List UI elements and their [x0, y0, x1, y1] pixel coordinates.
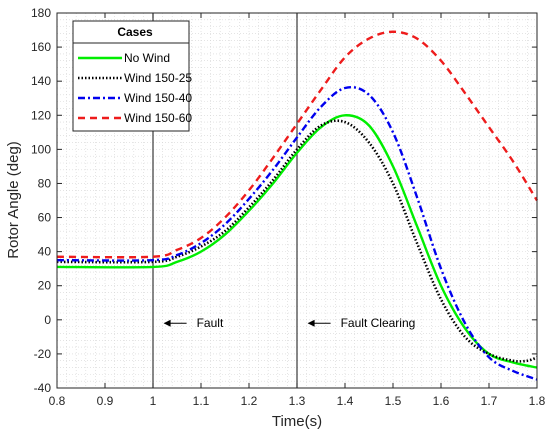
legend-box [72, 20, 190, 132]
legend-label: Wind 150-40 [124, 91, 192, 105]
series-line [56, 114, 538, 369]
x-axis-ticks: 0.8 0.9 1 1.1 1.2 1.3 1.4 1.5 1.6 1.7 1.8 [49, 13, 546, 408]
x-tick-label: 1.8 [529, 394, 546, 408]
y-tick-label: 60 [38, 211, 52, 225]
x-tick-label: 1.6 [433, 394, 450, 408]
x-tick-label: 1.4 [337, 394, 354, 408]
x-tick-label: 1.7 [481, 394, 498, 408]
x-axis-title: Time(s) [272, 413, 322, 430]
series-line [56, 119, 538, 363]
arrow-head [163, 319, 171, 327]
y-tick-label: 180 [31, 6, 51, 20]
y-tick-label: 140 [31, 74, 51, 88]
y-tick-label: 80 [38, 176, 52, 190]
y-tick-label: -20 [34, 347, 52, 361]
legend-label: Wind 150-25 [124, 71, 192, 85]
x-tick-label: 1.1 [193, 394, 210, 408]
x-tick-label: 0.8 [49, 394, 66, 408]
series-group [56, 30, 539, 381]
x-tick-label: 1 [150, 394, 157, 408]
y-tick-label: 100 [31, 142, 51, 156]
x-tick-label: 1.5 [385, 394, 402, 408]
x-tick-label: 1.3 [289, 394, 306, 408]
annotation: Fault [163, 316, 224, 330]
arrow-head [307, 319, 315, 327]
y-axis-ticks: -40 -20 0 20 40 60 80 100 120 140 160 180 [31, 6, 537, 395]
legend-label: No Wind [124, 51, 170, 65]
legend: Cases No Wind Wind 150-25 Wind 150-40 Wind 1… [72, 20, 192, 132]
annotations: Fault Fault Clearing [163, 316, 416, 330]
y-tick-label: -40 [34, 381, 52, 395]
x-tick-label: 0.9 [97, 394, 114, 408]
y-tick-label: 160 [31, 40, 51, 54]
annotation: Fault Clearing [307, 316, 416, 330]
legend-title: Cases [117, 25, 153, 39]
legend-label: Wind 150-60 [124, 111, 192, 125]
annotation-text: Fault [197, 316, 224, 330]
y-tick-label: 120 [31, 108, 51, 122]
y-tick-label: 0 [44, 313, 51, 327]
x-tick-label: 1.2 [241, 394, 258, 408]
y-axis-title: Rotor Angle (deg) [5, 141, 22, 259]
y-tick-label: 20 [38, 279, 52, 293]
y-tick-label: 40 [38, 245, 52, 259]
series-line [56, 85, 538, 381]
annotation-text: Fault Clearing [341, 316, 416, 330]
